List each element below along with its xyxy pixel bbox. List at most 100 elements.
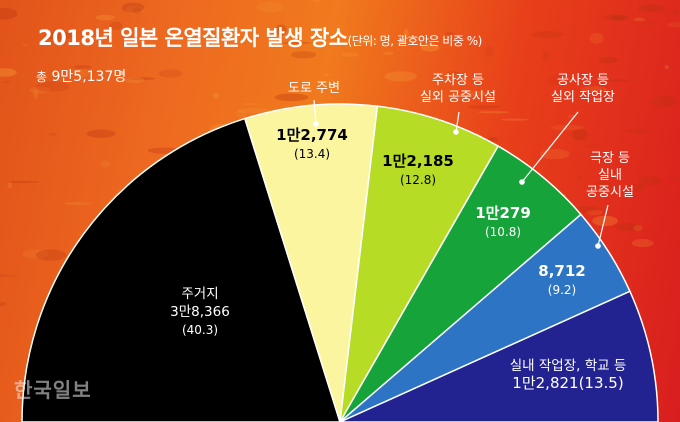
texture-spot <box>125 76 144 84</box>
texture-spot <box>341 52 359 57</box>
texture-spot <box>73 68 90 78</box>
texture-spot <box>257 1 284 13</box>
texture-spot <box>384 71 417 82</box>
slice-label-6-value-with-pct: 1만2,821(13.5) <box>512 374 623 392</box>
texture-spot <box>485 45 494 57</box>
texture-spot <box>237 108 269 114</box>
texture-spot <box>420 43 440 52</box>
texture-spot <box>487 136 499 143</box>
texture-spot <box>478 111 510 114</box>
texture-spot <box>36 249 67 261</box>
texture-spot <box>547 75 564 85</box>
texture-spot <box>383 51 394 55</box>
texture-spot <box>602 14 629 21</box>
texture-spot <box>550 124 584 131</box>
texture-spot <box>126 77 156 81</box>
texture-spot <box>243 103 260 106</box>
texture-spot <box>274 93 309 102</box>
texture-spot <box>324 73 330 77</box>
pie-slice-3 <box>339 105 500 422</box>
slice-label-3-value-text: 1만2,185 <box>382 152 454 170</box>
texture-spot <box>0 301 7 306</box>
texture-spot <box>132 7 142 15</box>
callout-outdoor-public-line-1: 주차장 등 <box>432 73 484 88</box>
callout-indoor-public-line-2: 실내 <box>598 168 622 183</box>
callout-road: 도로 주변 <box>268 80 360 97</box>
texture-spot <box>672 9 680 15</box>
slice-label-4-percent-text: (10.8) <box>485 225 521 239</box>
slice-label-2-value-text: 1만2,774 <box>276 126 348 144</box>
texture-spot <box>584 144 600 148</box>
texture-spot <box>540 149 570 160</box>
total-count: 총 9만5,137명 <box>36 66 126 86</box>
slice-label-4-value-text: 1만279 <box>475 204 531 222</box>
texture-spot <box>109 21 123 30</box>
slice-label-5-value-text: 8,712 <box>538 262 585 280</box>
texture-spot <box>650 95 678 108</box>
leader-line-4 <box>597 204 609 247</box>
texture-spot <box>355 39 378 44</box>
texture-spot <box>625 128 653 134</box>
texture-spot <box>235 109 247 118</box>
slice-label-2-percent-text: (13.4) <box>294 147 330 161</box>
callout-indoor-public-line-1: 극장 등 <box>589 151 630 166</box>
total-prefix: 총 <box>36 70 48 84</box>
texture-spot <box>606 79 630 82</box>
title-text: 2018년 일본 온열질환자 발생 장소 <box>38 26 348 50</box>
title-unit: (단위: 명, 괄호안은 비중 %) <box>347 34 483 48</box>
texture-spot <box>637 4 667 13</box>
texture-spot <box>673 175 680 182</box>
texture-spot <box>598 57 618 64</box>
texture-spot <box>592 215 618 227</box>
callout-outdoor-public: 주차장 등 실외 공중시설 <box>398 72 518 106</box>
texture-spot <box>468 105 501 109</box>
slice-label-1-percent-text: (40.3) <box>182 323 218 337</box>
texture-spot <box>667 22 680 28</box>
texture-spot <box>586 209 603 216</box>
leader-line-2 <box>455 111 460 133</box>
texture-spot <box>0 274 17 277</box>
texture-spot <box>638 175 661 186</box>
texture-spot <box>45 31 73 41</box>
texture-spot <box>3 80 11 83</box>
slice-label-6-label: 실내 작업장, 학교 등 <box>510 358 627 374</box>
callout-outdoor-work: 공사장 등 실외 작업장 <box>528 72 638 106</box>
leader-dot-1 <box>313 121 319 127</box>
texture-spot <box>100 160 111 168</box>
texture-spot <box>0 7 18 20</box>
texture-spot <box>6 180 40 184</box>
texture-spot <box>83 37 101 40</box>
texture-spot <box>53 29 59 37</box>
callout-indoor-public-line-3: 공중시설 <box>586 185 634 200</box>
texture-spot <box>158 69 183 78</box>
texture-spot <box>467 91 486 97</box>
texture-spot <box>0 68 17 77</box>
chart-title: 2018년 일본 온열질환자 발생 장소(단위: 명, 괄호안은 비중 %) <box>38 22 482 52</box>
texture-spot <box>615 223 641 232</box>
texture-spot <box>500 118 529 121</box>
texture-spot <box>73 65 92 69</box>
texture-spot <box>281 41 312 45</box>
texture-spot <box>28 86 51 94</box>
texture-spot <box>633 17 646 22</box>
texture-spot <box>212 92 219 99</box>
texture-spot <box>577 174 582 181</box>
texture-spot <box>574 206 599 214</box>
texture-spot <box>35 81 70 92</box>
texture-spot <box>643 22 654 26</box>
texture-spot <box>95 14 115 21</box>
texture-spot <box>121 2 145 13</box>
callout-indoor-public: 극장 등 실내 공중시설 <box>560 150 660 201</box>
texture-spot <box>312 0 321 2</box>
texture-spot <box>631 239 654 248</box>
callout-outdoor-public-line-2: 실외 공중시설 <box>420 90 496 105</box>
pie-slice-1 <box>21 117 341 422</box>
texture-spot <box>403 28 409 38</box>
texture-spot <box>63 202 92 205</box>
callout-road-line-1: 도로 주변 <box>288 81 340 96</box>
pie-slice-2 <box>243 103 379 422</box>
texture-spot <box>589 32 604 44</box>
texture-spot <box>444 31 454 36</box>
